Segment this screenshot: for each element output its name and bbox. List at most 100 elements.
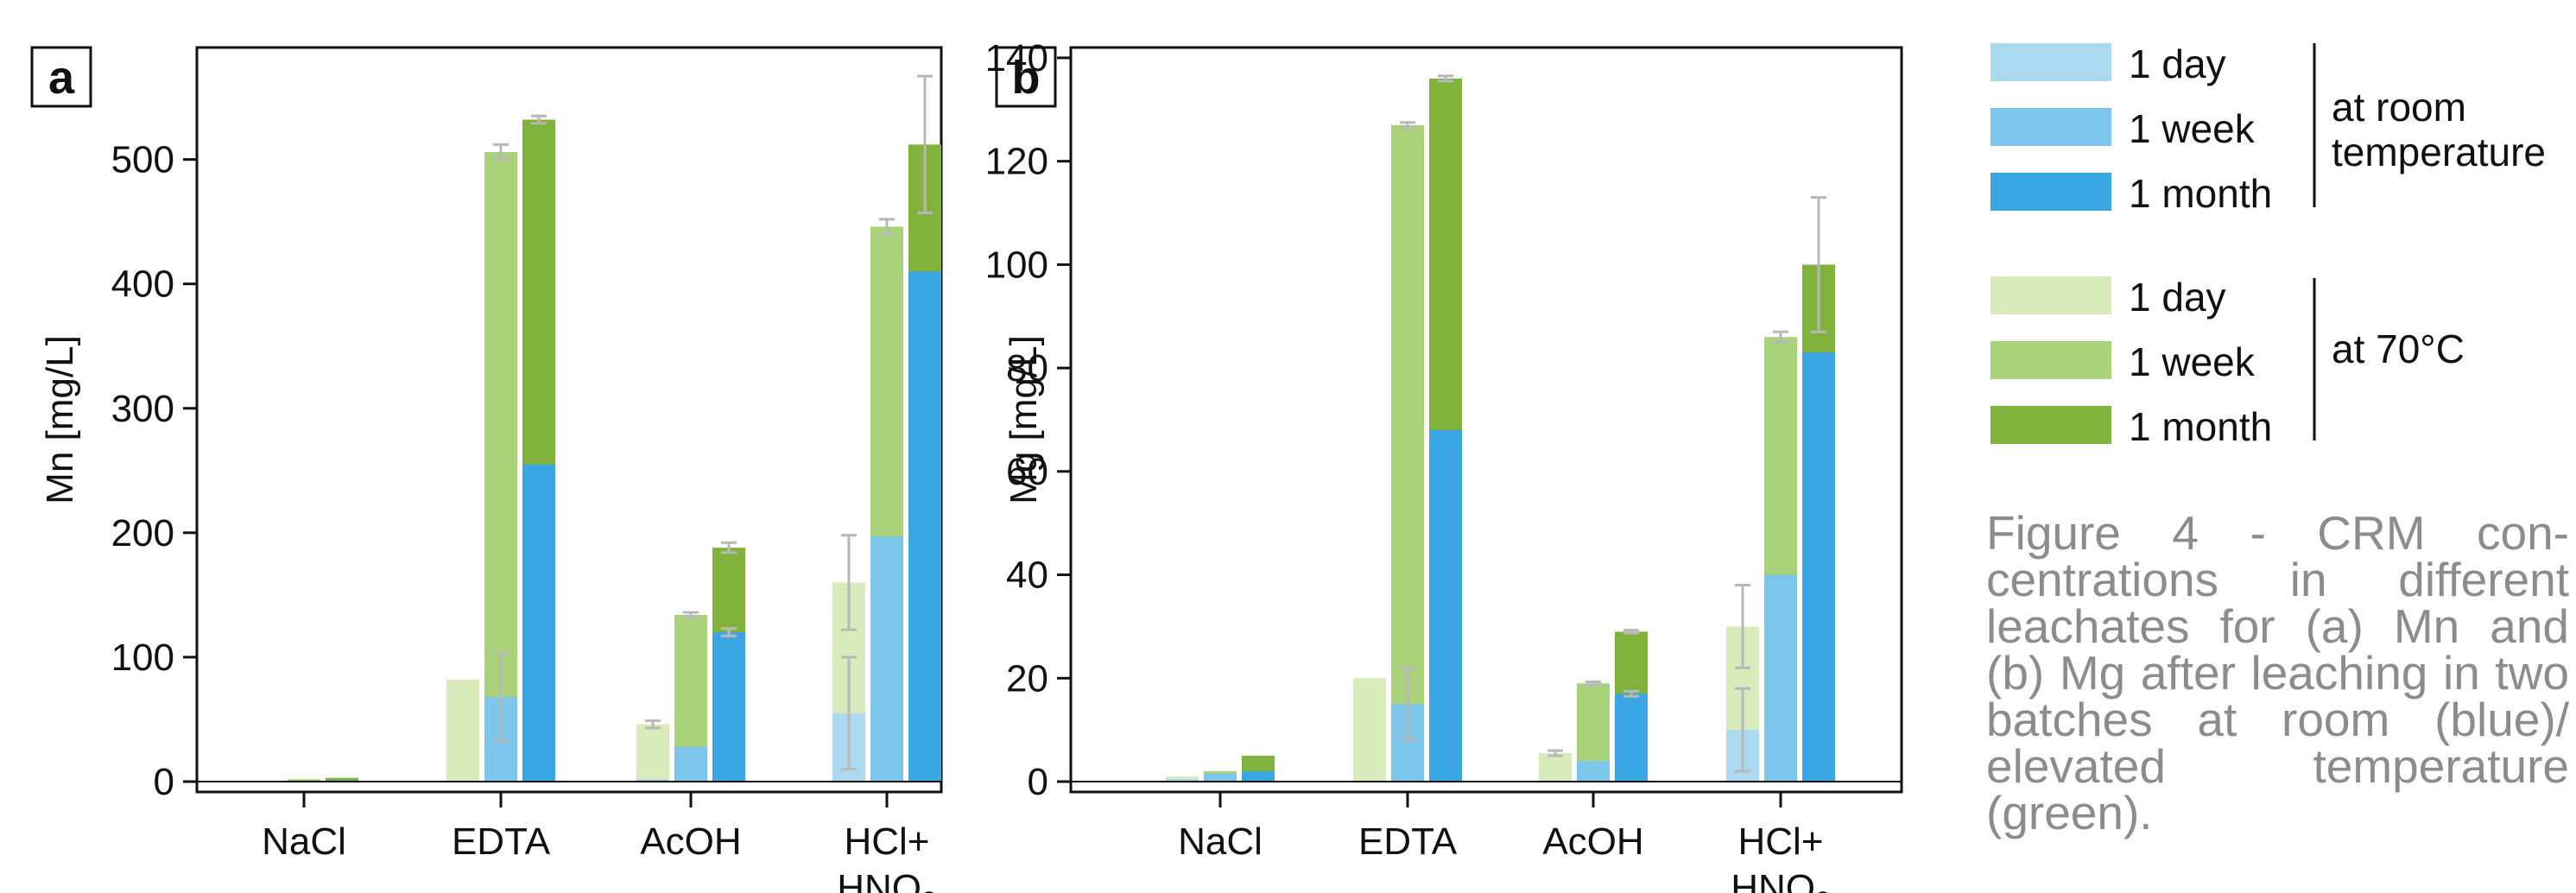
- bar-room-1-month: [1429, 429, 1462, 782]
- panel-b-label-box: [995, 46, 1057, 108]
- panel-b-bars: [1071, 74, 1902, 782]
- bar-room-1-week: [674, 746, 707, 782]
- bar-room-1-day: [636, 779, 669, 782]
- legend-label-hot-1-month: 1 month: [2129, 404, 2272, 449]
- y-tick-label: 100: [985, 244, 1048, 286]
- bar-room-1-week: [1577, 761, 1610, 782]
- x-tick-sublabel: HNO3: [1731, 867, 1831, 893]
- error-bar: [879, 218, 895, 236]
- y-tick-label: 500: [111, 139, 174, 181]
- legend-label-hot-1-week: 1 week: [2129, 339, 2256, 384]
- error-bar: [1773, 330, 1788, 344]
- bar-room-1-month: [712, 632, 745, 782]
- legend: 1 day 1 week 1 month at room temperature…: [1991, 41, 2546, 449]
- x-tick-label: HCl+: [1737, 820, 1823, 863]
- bar-room-1-month: [1242, 771, 1275, 782]
- error-bar: [1400, 121, 1415, 130]
- legend-swatch-room-1-week: [1991, 108, 2111, 146]
- y-tick-label: 40: [1006, 554, 1048, 597]
- error-bar: [1735, 687, 1750, 773]
- legend-swatch-room-1-month: [1991, 173, 2111, 211]
- error-bar: [1735, 584, 1750, 669]
- error-bar: [841, 656, 857, 771]
- legend-group-room-line1: at room: [2332, 85, 2466, 130]
- bar-70c-1-month: [326, 777, 358, 782]
- panel-b-label: b: [1012, 52, 1041, 104]
- legend-group-room-line2: temperature: [2332, 130, 2546, 174]
- x-tick-label: EDTA: [452, 820, 551, 863]
- panel-a-plot-frame: [195, 46, 943, 794]
- x-tick-label: HCl+: [844, 820, 929, 863]
- y-tick-label: 20: [1006, 657, 1048, 700]
- error-bar: [1811, 196, 1826, 333]
- y-tick-label: 80: [1006, 347, 1048, 390]
- panel-b-x-labels: NaCl EDTA AcOH HCl+ HNO3: [1178, 792, 1831, 893]
- bar-70c-1-week: [288, 779, 320, 782]
- error-bar: [1438, 74, 1453, 83]
- panel-a-y-axis-label: Mn [mg/L]: [39, 335, 81, 504]
- legend-swatch-hot-1-week: [1991, 341, 2111, 379]
- bar-room-1-week: [1764, 574, 1797, 782]
- panel-a-bars: [197, 74, 941, 782]
- panel-b-y-ticks: 0 20 40 60 80 100 120 140: [985, 37, 1071, 803]
- x-tick-label: AcOH: [640, 820, 741, 863]
- error-bar: [683, 611, 699, 619]
- legend-swatch-hot-1-day: [1991, 276, 2111, 314]
- bar-room-1-month: [1615, 694, 1648, 782]
- bar-room-1-month: [522, 464, 555, 782]
- panel-b: b Mg [mg/L] 0 20 40 60 80 100 120 140 NaCl EDTA A…: [985, 37, 1903, 893]
- panel-a-label-box: [30, 46, 92, 108]
- figure-caption: Figure 4 - CRM con-centrations in differ…: [1986, 506, 2569, 839]
- panel-a: a Mn [mg/L] 0 100 200 300 400 500 NaCl EDTA AcO…: [30, 46, 943, 893]
- y-tick-label: 0: [1028, 761, 1048, 803]
- panel-b-y-axis-label: Mg [mg/L]: [1003, 335, 1045, 504]
- y-tick-label: 300: [111, 388, 174, 430]
- error-bar: [1547, 749, 1563, 757]
- panel-a-x-labels: NaCl EDTA AcOH HCl+ HNO3: [262, 792, 937, 893]
- error-bar: [493, 652, 509, 742]
- error-bar: [841, 534, 857, 631]
- error-bar: [1623, 629, 1639, 635]
- panel-a-y-ticks: 0 100 200 300 400 500: [111, 139, 197, 803]
- legend-label-room-1-week: 1 week: [2129, 106, 2256, 151]
- y-tick-label: 100: [111, 636, 174, 679]
- legend-group-hot: at 70°C: [2332, 326, 2465, 371]
- bar-70c-1-day: [446, 679, 479, 782]
- x-tick-label: EDTA: [1358, 820, 1458, 863]
- legend-label-room-1-day: 1 day: [2129, 41, 2226, 86]
- y-tick-label: 120: [985, 141, 1048, 183]
- legend-swatch-room-1-day: [1991, 43, 2111, 81]
- error-bar: [1623, 689, 1639, 698]
- bar-70c-1-day: [1353, 678, 1386, 782]
- bar-room-1-month: [908, 271, 941, 782]
- error-bar: [493, 142, 509, 162]
- bar-room-1-week: [870, 536, 903, 782]
- x-tick-sublabel: HNO3: [837, 867, 937, 893]
- legend-swatch-hot-1-month: [1991, 406, 2111, 444]
- y-tick-label: 200: [111, 512, 174, 554]
- y-tick-label: 0: [154, 761, 174, 803]
- error-bar: [645, 719, 661, 730]
- error-bar: [1400, 666, 1415, 742]
- error-bar: [1585, 680, 1601, 687]
- bar-70c-1-day: [1539, 753, 1572, 782]
- error-bar: [531, 114, 547, 125]
- x-tick-label: AcOH: [1542, 820, 1643, 863]
- error-bar: [721, 541, 737, 554]
- panel-a-label: a: [48, 52, 75, 104]
- legend-label-hot-1-day: 1 day: [2129, 275, 2226, 320]
- legend-label-room-1-month: 1 month: [2129, 171, 2272, 216]
- bar-room-1-month: [1802, 352, 1835, 782]
- y-tick-label: 140: [985, 37, 1048, 79]
- y-tick-label: 60: [1006, 451, 1048, 493]
- panel-b-plot-frame: [1069, 46, 1903, 794]
- error-bar: [721, 627, 737, 637]
- x-tick-label: NaCl: [1178, 820, 1263, 863]
- bar-room-1-day: [1166, 779, 1199, 782]
- y-tick-label: 400: [111, 263, 174, 306]
- bar-room-1-week: [1204, 774, 1237, 782]
- x-tick-label: NaCl: [262, 820, 346, 863]
- error-bar: [917, 74, 933, 215]
- bar-70c-1-day: [636, 724, 669, 782]
